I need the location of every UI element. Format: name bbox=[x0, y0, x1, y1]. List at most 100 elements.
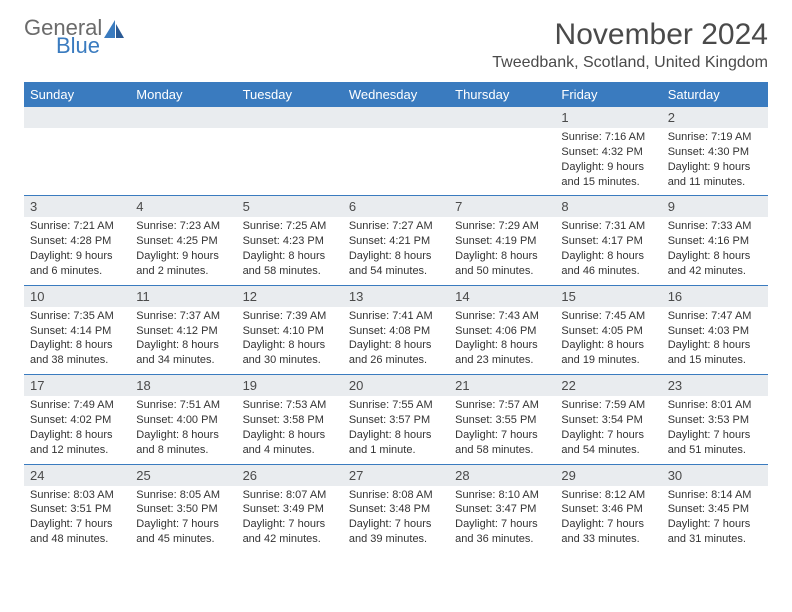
sunset-text: Sunset: 4:06 PM bbox=[455, 324, 549, 339]
sunrise-text: Sunrise: 7:57 AM bbox=[455, 398, 549, 413]
sunrise-text: Sunrise: 7:59 AM bbox=[561, 398, 655, 413]
day-content-row: Sunrise: 7:35 AMSunset: 4:14 PMDaylight:… bbox=[24, 307, 768, 375]
day-number: 22 bbox=[555, 375, 661, 397]
sunrise-text: Sunrise: 7:53 AM bbox=[243, 398, 337, 413]
daylight-text: Daylight: 8 hours and 50 minutes. bbox=[455, 249, 549, 279]
daylight-text: Daylight: 7 hours and 54 minutes. bbox=[561, 428, 655, 458]
daylight-text: Daylight: 8 hours and 46 minutes. bbox=[561, 249, 655, 279]
sunset-text: Sunset: 3:49 PM bbox=[243, 502, 337, 517]
sunrise-text: Sunrise: 7:33 AM bbox=[668, 219, 762, 234]
sunset-text: Sunset: 3:53 PM bbox=[668, 413, 762, 428]
month-title: November 2024 bbox=[492, 18, 768, 52]
day-number bbox=[449, 107, 555, 128]
day-cell: Sunrise: 8:14 AMSunset: 3:45 PMDaylight:… bbox=[662, 486, 768, 553]
day-content-row: Sunrise: 7:49 AMSunset: 4:02 PMDaylight:… bbox=[24, 396, 768, 464]
day-cell: Sunrise: 7:37 AMSunset: 4:12 PMDaylight:… bbox=[130, 307, 236, 375]
sunset-text: Sunset: 3:50 PM bbox=[136, 502, 230, 517]
sunrise-text: Sunrise: 7:23 AM bbox=[136, 219, 230, 234]
day-cell: Sunrise: 7:39 AMSunset: 4:10 PMDaylight:… bbox=[237, 307, 343, 375]
sunrise-text: Sunrise: 7:29 AM bbox=[455, 219, 549, 234]
day-header: Thursday bbox=[449, 82, 555, 107]
sunset-text: Sunset: 4:00 PM bbox=[136, 413, 230, 428]
day-number: 17 bbox=[24, 375, 130, 397]
day-header: Sunday bbox=[24, 82, 130, 107]
day-number: 24 bbox=[24, 464, 130, 486]
sunrise-text: Sunrise: 8:05 AM bbox=[136, 488, 230, 503]
sunrise-text: Sunrise: 7:25 AM bbox=[243, 219, 337, 234]
title-block: November 2024 Tweedbank, Scotland, Unite… bbox=[492, 18, 768, 72]
day-number: 19 bbox=[237, 375, 343, 397]
sunrise-text: Sunrise: 8:10 AM bbox=[455, 488, 549, 503]
day-number: 13 bbox=[343, 285, 449, 307]
day-header: Monday bbox=[130, 82, 236, 107]
day-number: 15 bbox=[555, 285, 661, 307]
day-content-row: Sunrise: 7:16 AMSunset: 4:32 PMDaylight:… bbox=[24, 128, 768, 196]
daylight-text: Daylight: 9 hours and 6 minutes. bbox=[30, 249, 124, 279]
day-number-row: 10111213141516 bbox=[24, 285, 768, 307]
sunrise-text: Sunrise: 7:49 AM bbox=[30, 398, 124, 413]
day-cell: Sunrise: 8:07 AMSunset: 3:49 PMDaylight:… bbox=[237, 486, 343, 553]
day-number: 16 bbox=[662, 285, 768, 307]
sunset-text: Sunset: 4:23 PM bbox=[243, 234, 337, 249]
calendar-body: 12Sunrise: 7:16 AMSunset: 4:32 PMDayligh… bbox=[24, 107, 768, 553]
day-number-row: 17181920212223 bbox=[24, 375, 768, 397]
day-number-row: 12 bbox=[24, 107, 768, 128]
sunset-text: Sunset: 4:16 PM bbox=[668, 234, 762, 249]
day-number: 8 bbox=[555, 196, 661, 218]
day-number: 28 bbox=[449, 464, 555, 486]
day-number: 20 bbox=[343, 375, 449, 397]
page-header: General Blue November 2024 Tweedbank, Sc… bbox=[24, 18, 768, 72]
day-cell: Sunrise: 7:35 AMSunset: 4:14 PMDaylight:… bbox=[24, 307, 130, 375]
daylight-text: Daylight: 7 hours and 33 minutes. bbox=[561, 517, 655, 547]
daylight-text: Daylight: 8 hours and 34 minutes. bbox=[136, 338, 230, 368]
location: Tweedbank, Scotland, United Kingdom bbox=[492, 54, 768, 72]
sunset-text: Sunset: 4:08 PM bbox=[349, 324, 443, 339]
day-cell: Sunrise: 7:43 AMSunset: 4:06 PMDaylight:… bbox=[449, 307, 555, 375]
daylight-text: Daylight: 7 hours and 48 minutes. bbox=[30, 517, 124, 547]
sunrise-text: Sunrise: 7:16 AM bbox=[561, 130, 655, 145]
sunset-text: Sunset: 3:46 PM bbox=[561, 502, 655, 517]
day-cell: Sunrise: 7:59 AMSunset: 3:54 PMDaylight:… bbox=[555, 396, 661, 464]
sunset-text: Sunset: 3:51 PM bbox=[30, 502, 124, 517]
daylight-text: Daylight: 8 hours and 1 minute. bbox=[349, 428, 443, 458]
sunrise-text: Sunrise: 7:45 AM bbox=[561, 309, 655, 324]
sunrise-text: Sunrise: 7:19 AM bbox=[668, 130, 762, 145]
day-header-row: Sunday Monday Tuesday Wednesday Thursday… bbox=[24, 82, 768, 107]
day-number: 2 bbox=[662, 107, 768, 128]
day-cell bbox=[237, 128, 343, 196]
logo-word2: Blue bbox=[56, 36, 102, 57]
sunset-text: Sunset: 3:54 PM bbox=[561, 413, 655, 428]
day-cell: Sunrise: 7:49 AMSunset: 4:02 PMDaylight:… bbox=[24, 396, 130, 464]
daylight-text: Daylight: 8 hours and 26 minutes. bbox=[349, 338, 443, 368]
day-content-row: Sunrise: 7:21 AMSunset: 4:28 PMDaylight:… bbox=[24, 217, 768, 285]
sunset-text: Sunset: 3:57 PM bbox=[349, 413, 443, 428]
sunset-text: Sunset: 3:48 PM bbox=[349, 502, 443, 517]
day-cell: Sunrise: 7:41 AMSunset: 4:08 PMDaylight:… bbox=[343, 307, 449, 375]
daylight-text: Daylight: 8 hours and 42 minutes. bbox=[668, 249, 762, 279]
day-number: 11 bbox=[130, 285, 236, 307]
daylight-text: Daylight: 8 hours and 12 minutes. bbox=[30, 428, 124, 458]
sunrise-text: Sunrise: 8:08 AM bbox=[349, 488, 443, 503]
day-number: 6 bbox=[343, 196, 449, 218]
day-cell: Sunrise: 8:08 AMSunset: 3:48 PMDaylight:… bbox=[343, 486, 449, 553]
sunset-text: Sunset: 4:03 PM bbox=[668, 324, 762, 339]
day-cell: Sunrise: 7:27 AMSunset: 4:21 PMDaylight:… bbox=[343, 217, 449, 285]
day-cell: Sunrise: 7:33 AMSunset: 4:16 PMDaylight:… bbox=[662, 217, 768, 285]
day-content-row: Sunrise: 8:03 AMSunset: 3:51 PMDaylight:… bbox=[24, 486, 768, 553]
day-cell: Sunrise: 7:31 AMSunset: 4:17 PMDaylight:… bbox=[555, 217, 661, 285]
daylight-text: Daylight: 9 hours and 15 minutes. bbox=[561, 160, 655, 190]
daylight-text: Daylight: 8 hours and 23 minutes. bbox=[455, 338, 549, 368]
day-cell: Sunrise: 7:53 AMSunset: 3:58 PMDaylight:… bbox=[237, 396, 343, 464]
sunrise-text: Sunrise: 7:51 AM bbox=[136, 398, 230, 413]
day-cell bbox=[449, 128, 555, 196]
day-number: 9 bbox=[662, 196, 768, 218]
day-cell: Sunrise: 7:57 AMSunset: 3:55 PMDaylight:… bbox=[449, 396, 555, 464]
day-cell bbox=[130, 128, 236, 196]
day-cell: Sunrise: 8:05 AMSunset: 3:50 PMDaylight:… bbox=[130, 486, 236, 553]
day-number: 12 bbox=[237, 285, 343, 307]
sunset-text: Sunset: 4:10 PM bbox=[243, 324, 337, 339]
daylight-text: Daylight: 7 hours and 31 minutes. bbox=[668, 517, 762, 547]
day-number: 18 bbox=[130, 375, 236, 397]
day-cell bbox=[24, 128, 130, 196]
sunrise-text: Sunrise: 7:35 AM bbox=[30, 309, 124, 324]
